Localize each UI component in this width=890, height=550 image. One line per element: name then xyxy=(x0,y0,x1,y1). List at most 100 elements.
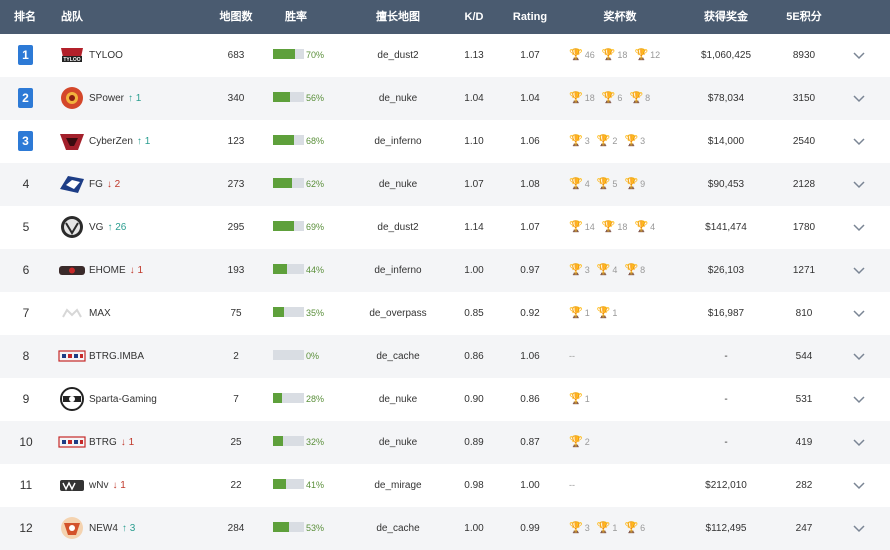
maps-count: 25 xyxy=(230,437,242,448)
expand-chevron-icon[interactable] xyxy=(852,222,866,234)
sparta-logo[interactable] xyxy=(58,386,86,412)
spower-logo[interactable] xyxy=(58,85,86,111)
maps-count: 295 xyxy=(227,222,245,233)
rating-value: 1.00 xyxy=(520,480,540,491)
table-row[interactable]: 3 CyberZen ↑ 1 123 68% de_inferno 1.10 1.06 🏆 3 🏆 2… xyxy=(0,120,890,163)
expand-chevron-icon[interactable] xyxy=(852,179,866,191)
header-kd[interactable]: K/D xyxy=(464,11,484,23)
cyberzen-logo[interactable] xyxy=(58,128,86,154)
winrate-bar-fill xyxy=(273,135,295,145)
trophy-count: 6 xyxy=(640,523,646,533)
header-rank[interactable]: 排名 xyxy=(14,11,36,23)
rank-change-value: 1 xyxy=(120,480,126,491)
expand-chevron-icon[interactable] xyxy=(852,480,866,492)
btrg-logo[interactable] xyxy=(58,343,86,369)
team-name-link[interactable]: TYLOO xyxy=(89,50,123,61)
rating-value: 1.06 xyxy=(520,351,540,362)
table-row[interactable]: 5 VG ↑ 26 295 69% de_dust2 1.14 1.07 🏆 14 🏆 18 🏆 4 $14… xyxy=(0,206,890,249)
winrate-value: 32% xyxy=(306,437,325,447)
rating-value: 1.04 xyxy=(520,93,540,104)
tyloo-logo[interactable]: TYLOO xyxy=(58,42,86,68)
team-name-link[interactable]: SPower xyxy=(89,93,125,104)
table-row[interactable]: 7 MAX 75 35% de_overpass 0.85 0.92 🏆 1 🏆 1 $16,987 8… xyxy=(0,292,890,335)
expand-chevron-icon[interactable] xyxy=(852,523,866,535)
5e-score: 1780 xyxy=(792,222,816,233)
kd-value: 1.13 xyxy=(464,50,484,61)
new4-logo[interactable] xyxy=(58,515,86,541)
expand-chevron-icon[interactable] xyxy=(852,351,866,363)
header-trophies[interactable]: 奖杯数 xyxy=(603,11,637,23)
winrate-bar-fill xyxy=(273,436,283,446)
max-logo[interactable] xyxy=(58,300,86,326)
team-name-link[interactable]: FG xyxy=(89,179,103,190)
gold-trophy-icon: 🏆 xyxy=(569,307,583,319)
btrg-logo[interactable] xyxy=(58,429,86,455)
table-row[interactable]: 12 NEW4 ↑ 3 284 53% de_cache 1.00 0.99 🏆 3 🏆 1 🏆 6 $11… xyxy=(0,507,890,550)
no-trophies: -- xyxy=(569,351,575,361)
trophy-count: 8 xyxy=(640,265,646,275)
team-name-link[interactable]: VG xyxy=(89,222,104,233)
expand-chevron-icon[interactable] xyxy=(852,93,866,105)
table-row[interactable]: 1 TYLOO TYLOO 683 70% de_dust2 1.13 1.07 🏆 46 🏆 18 🏆… xyxy=(0,34,890,77)
rank-change-up: ↑ 26 xyxy=(107,222,127,233)
rank-change-down: ↓ 1 xyxy=(112,480,126,491)
header-winrate[interactable]: 胜率 xyxy=(285,11,307,23)
header-best-map[interactable]: 擅长地图 xyxy=(376,11,420,23)
header-maps[interactable]: 地图数 xyxy=(219,11,253,23)
best-map: de_inferno xyxy=(374,265,422,276)
header-team[interactable]: 战队 xyxy=(61,11,83,23)
header-prize[interactable]: 获得奖金 xyxy=(704,11,748,23)
prize-money: $14,000 xyxy=(707,136,745,147)
table-row[interactable]: 11 wNv ↓ 1 22 41% de_mirage 0.98 1.00 -- $212,010… xyxy=(0,464,890,507)
table-row[interactable]: 10 BTRG ↓ 1 25 32% de_nuke 0.89 0.87 🏆 2 - 419 xyxy=(0,421,890,464)
wnv-logo[interactable] xyxy=(58,472,86,498)
5e-score: 531 xyxy=(795,394,813,405)
ehome-logo[interactable] xyxy=(58,257,86,283)
kd-value: 0.89 xyxy=(464,437,484,448)
expand-chevron-icon[interactable] xyxy=(852,265,866,277)
no-trophies: -- xyxy=(569,480,575,490)
team-name-link[interactable]: EHOME xyxy=(89,265,126,276)
winrate-value: 70% xyxy=(306,50,325,60)
winrate-bar-fill xyxy=(273,522,290,532)
rank-change-up: ↑ 1 xyxy=(128,93,142,104)
team-name-link[interactable]: Sparta-Gaming xyxy=(89,394,157,405)
kd-value: 1.10 xyxy=(464,136,484,147)
bronze-trophy-icon: 🏆 xyxy=(569,436,583,448)
table-row[interactable]: 6 EHOME ↓ 1 193 44% de_inferno 1.00 0.97 🏆 3 🏆 4 🏆 8 $… xyxy=(0,249,890,292)
rank-change-value: 26 xyxy=(115,222,127,233)
best-map: de_overpass xyxy=(369,308,427,319)
expand-chevron-icon[interactable] xyxy=(852,50,866,62)
vg-logo[interactable] xyxy=(58,214,86,240)
rank-number: 11 xyxy=(19,478,33,492)
expand-chevron-icon[interactable] xyxy=(852,394,866,406)
header-rating[interactable]: Rating xyxy=(512,11,548,23)
team-name-link[interactable]: BTRG.IMBA xyxy=(89,351,145,362)
5e-score: 8930 xyxy=(792,50,816,61)
expand-chevron-icon[interactable] xyxy=(852,136,866,148)
silver-trophy-icon: 🏆 xyxy=(629,92,644,104)
winrate-value: 35% xyxy=(306,308,325,318)
table-row[interactable]: 9 Sparta-Gaming 7 28% de_nuke 0.90 0.86 🏆 1 - 531 xyxy=(0,378,890,421)
best-map: de_cache xyxy=(376,351,420,362)
table-row[interactable]: 8 BTRG.IMBA 2 0% de_cache 0.86 1.06 -- -544 xyxy=(0,335,890,378)
table-row[interactable]: 2 SPower ↑ 1 340 56% de_nuke 1.04 1.04 🏆 18 🏆 6 🏆 8 $7… xyxy=(0,77,890,120)
table-row[interactable]: 4 FG ↓ 2 273 62% de_nuke 1.07 1.08 🏆 4 🏆 5 🏆 9 $90,453… xyxy=(0,163,890,206)
team-name-link[interactable]: wNv xyxy=(89,480,109,491)
winrate-bar-fill xyxy=(273,49,295,59)
team-name-link[interactable]: CyberZen xyxy=(89,136,133,147)
team-name-link[interactable]: BTRG xyxy=(89,437,117,448)
bronze-trophy-icon: 🏆 xyxy=(624,135,639,147)
prize-money: $1,060,425 xyxy=(700,50,752,61)
rank-number: 4 xyxy=(22,177,30,191)
fg-logo[interactable] xyxy=(58,171,86,197)
expand-chevron-icon[interactable] xyxy=(852,308,866,320)
5e-score: 3150 xyxy=(792,93,816,104)
rank-change-value: 1 xyxy=(128,437,135,448)
team-name-link[interactable]: NEW4 xyxy=(89,523,118,534)
trophy-count: 18 xyxy=(584,93,595,103)
expand-chevron-icon[interactable] xyxy=(852,437,866,449)
rank-change-up: ↑ 3 xyxy=(121,523,136,534)
team-name-link[interactable]: MAX xyxy=(89,308,111,319)
header-score[interactable]: 5E积分 xyxy=(786,11,822,23)
